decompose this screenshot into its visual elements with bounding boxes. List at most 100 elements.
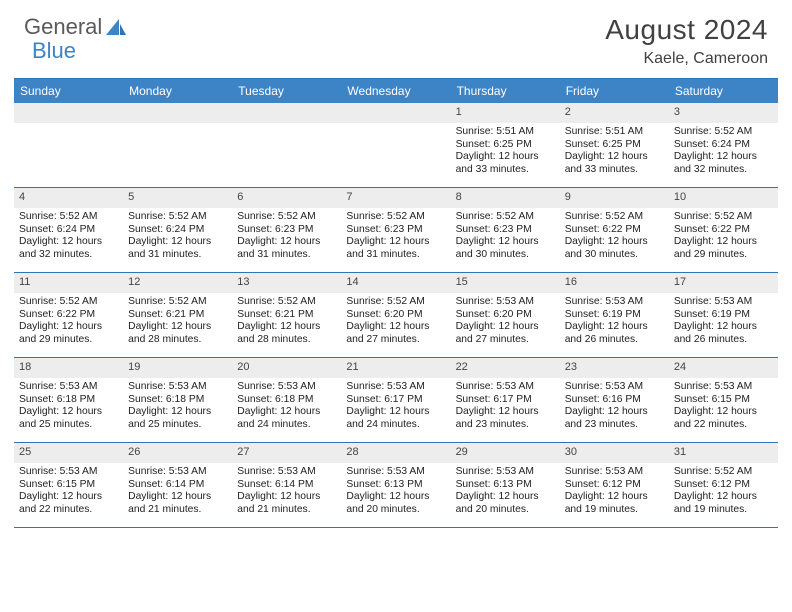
daylight-text: and 32 minutes. bbox=[19, 249, 118, 262]
daylight-text: and 21 minutes. bbox=[128, 504, 227, 517]
day-number: 1 bbox=[451, 103, 560, 123]
dow-row: Sunday Monday Tuesday Wednesday Thursday… bbox=[14, 79, 778, 103]
day-number: 19 bbox=[123, 358, 232, 378]
daylight-text: and 25 minutes. bbox=[19, 419, 118, 432]
daylight-text: and 28 minutes. bbox=[128, 334, 227, 347]
sunset-text: Sunset: 6:15 PM bbox=[19, 479, 118, 492]
sunrise-text: Sunrise: 5:52 AM bbox=[237, 296, 336, 309]
sunset-text: Sunset: 6:14 PM bbox=[237, 479, 336, 492]
day-number: 31 bbox=[669, 443, 778, 463]
day-number bbox=[341, 103, 450, 123]
week-row: 4Sunrise: 5:52 AMSunset: 6:24 PMDaylight… bbox=[14, 188, 778, 273]
day-cell: 19Sunrise: 5:53 AMSunset: 6:18 PMDayligh… bbox=[123, 358, 232, 442]
daylight-text: Daylight: 12 hours bbox=[456, 321, 555, 334]
daylight-text: and 26 minutes. bbox=[674, 334, 773, 347]
day-number: 9 bbox=[560, 188, 669, 208]
day-number bbox=[14, 103, 123, 123]
daylight-text: and 26 minutes. bbox=[565, 334, 664, 347]
sunset-text: Sunset: 6:22 PM bbox=[674, 224, 773, 237]
day-number: 3 bbox=[669, 103, 778, 123]
daylight-text: and 21 minutes. bbox=[237, 504, 336, 517]
daylight-text: Daylight: 12 hours bbox=[128, 236, 227, 249]
dow-monday: Monday bbox=[123, 79, 232, 103]
day-cell: 30 Sunrise: 5:53 AMSunset: 6:12 PMDayligh… bbox=[560, 443, 669, 527]
sunrise-text: Sunrise: 5:53 AM bbox=[456, 466, 555, 479]
sunrise-text: Sunrise: 5:53 AM bbox=[237, 466, 336, 479]
daylight-text: and 23 minutes. bbox=[565, 419, 664, 432]
daylight-text: Daylight: 12 hours bbox=[237, 491, 336, 504]
day-cell: 16Sunrise: 5:53 AMSunset: 6:19 PMDayligh… bbox=[560, 273, 669, 357]
daylight-text: and 28 minutes. bbox=[237, 334, 336, 347]
day-number: 8 bbox=[451, 188, 560, 208]
day-cell: 15Sunrise: 5:53 AMSunset: 6:20 PMDayligh… bbox=[451, 273, 560, 357]
day-number: 26 bbox=[123, 443, 232, 463]
sunrise-text: Sunrise: 5:51 AM bbox=[565, 126, 664, 139]
day-cell: 31Sunrise: 5:52 AMSunset: 6:12 PMDayligh… bbox=[669, 443, 778, 527]
sunset-text: Sunset: 6:17 PM bbox=[346, 394, 445, 407]
sunset-text: Sunset: 6:20 PM bbox=[456, 309, 555, 322]
daylight-text: Daylight: 12 hours bbox=[456, 151, 555, 164]
sunset-text: Sunset: 6:16 PM bbox=[565, 394, 664, 407]
sunrise-text: Sunrise: 5:52 AM bbox=[674, 126, 773, 139]
sunset-text: Sunset: 6:17 PM bbox=[456, 394, 555, 407]
day-cell: 18Sunrise: 5:53 AMSunset: 6:18 PMDayligh… bbox=[14, 358, 123, 442]
sunrise-text: Sunrise: 5:53 AM bbox=[19, 381, 118, 394]
sunrise-text: Sunrise: 5:52 AM bbox=[456, 211, 555, 224]
dow-tuesday: Tuesday bbox=[232, 79, 341, 103]
brand-part1: General bbox=[24, 14, 102, 40]
sunrise-text: Sunrise: 5:52 AM bbox=[674, 466, 773, 479]
day-cell: 5Sunrise: 5:52 AMSunset: 6:24 PMDaylight… bbox=[123, 188, 232, 272]
sunset-text: Sunset: 6:12 PM bbox=[565, 479, 664, 492]
daylight-text: Daylight: 12 hours bbox=[674, 406, 773, 419]
sunset-text: Sunset: 6:23 PM bbox=[346, 224, 445, 237]
daylight-text: and 23 minutes. bbox=[456, 419, 555, 432]
sunrise-text: Sunrise: 5:52 AM bbox=[19, 296, 118, 309]
sunset-text: Sunset: 6:21 PM bbox=[128, 309, 227, 322]
daylight-text: and 33 minutes. bbox=[456, 164, 555, 177]
day-cell-empty bbox=[123, 103, 232, 187]
day-number: 14 bbox=[341, 273, 450, 293]
sunrise-text: Sunrise: 5:53 AM bbox=[674, 381, 773, 394]
daylight-text: and 24 minutes. bbox=[237, 419, 336, 432]
daylight-text: Daylight: 12 hours bbox=[565, 491, 664, 504]
day-number: 24 bbox=[669, 358, 778, 378]
daylight-text: and 22 minutes. bbox=[19, 504, 118, 517]
day-cell: 13Sunrise: 5:52 AMSunset: 6:21 PMDayligh… bbox=[232, 273, 341, 357]
daylight-text: and 31 minutes. bbox=[128, 249, 227, 262]
sunrise-text: Sunrise: 5:53 AM bbox=[674, 296, 773, 309]
sunset-text: Sunset: 6:13 PM bbox=[456, 479, 555, 492]
day-number: 4 bbox=[14, 188, 123, 208]
daylight-text: and 32 minutes. bbox=[674, 164, 773, 177]
day-number: 18 bbox=[14, 358, 123, 378]
daylight-text: and 29 minutes. bbox=[19, 334, 118, 347]
calendar: Sunday Monday Tuesday Wednesday Thursday… bbox=[14, 78, 778, 528]
daylight-text: Daylight: 12 hours bbox=[565, 406, 664, 419]
sunrise-text: Sunrise: 5:52 AM bbox=[128, 211, 227, 224]
day-number: 10 bbox=[669, 188, 778, 208]
day-cell: 3Sunrise: 5:52 AMSunset: 6:24 PMDaylight… bbox=[669, 103, 778, 187]
sunset-text: Sunset: 6:15 PM bbox=[674, 394, 773, 407]
dow-wednesday: Wednesday bbox=[341, 79, 450, 103]
day-cell: 8Sunrise: 5:52 AMSunset: 6:23 PMDaylight… bbox=[451, 188, 560, 272]
day-number: 22 bbox=[451, 358, 560, 378]
daylight-text: and 24 minutes. bbox=[346, 419, 445, 432]
day-cell: 17Sunrise: 5:53 AMSunset: 6:19 PMDayligh… bbox=[669, 273, 778, 357]
day-cell: 25Sunrise: 5:53 AMSunset: 6:15 PMDayligh… bbox=[14, 443, 123, 527]
day-cell: 29Sunrise: 5:53 AMSunset: 6:13 PMDayligh… bbox=[451, 443, 560, 527]
brand-part2: Blue bbox=[32, 38, 76, 64]
sunset-text: Sunset: 6:14 PM bbox=[128, 479, 227, 492]
daylight-text: Daylight: 12 hours bbox=[19, 406, 118, 419]
daylight-text: Daylight: 12 hours bbox=[456, 491, 555, 504]
day-number: 15 bbox=[451, 273, 560, 293]
daylight-text: Daylight: 12 hours bbox=[346, 236, 445, 249]
sunrise-text: Sunrise: 5:53 AM bbox=[565, 466, 664, 479]
daylight-text: Daylight: 12 hours bbox=[19, 491, 118, 504]
sunset-text: Sunset: 6:12 PM bbox=[674, 479, 773, 492]
sunrise-text: Sunrise: 5:53 AM bbox=[19, 466, 118, 479]
sunrise-text: Sunrise: 5:53 AM bbox=[346, 381, 445, 394]
day-number: 23 bbox=[560, 358, 669, 378]
dow-friday: Friday bbox=[560, 79, 669, 103]
location-label: Kaele, Cameroon bbox=[605, 50, 768, 68]
day-number: 30 bbox=[560, 443, 669, 463]
daylight-text: Daylight: 12 hours bbox=[346, 491, 445, 504]
